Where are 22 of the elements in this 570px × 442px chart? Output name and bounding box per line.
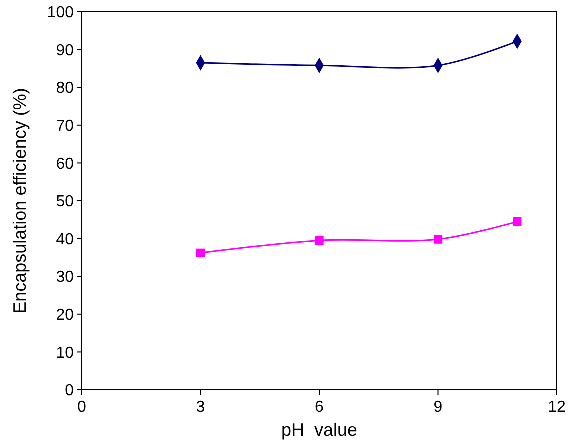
x-tick-label: 9 xyxy=(434,399,443,416)
point xyxy=(196,248,206,258)
y-tick-label: 50 xyxy=(56,194,74,211)
x-tick-label: 12 xyxy=(548,399,566,416)
y-tick-label: 100 xyxy=(47,4,74,22)
y-tick-label: 20 xyxy=(56,307,74,324)
point xyxy=(513,217,522,226)
y-tick-label: 10 xyxy=(56,344,74,362)
point xyxy=(434,235,443,244)
x-tick-label: 0 xyxy=(78,399,87,416)
y-tick-label: 70 xyxy=(56,118,74,135)
y-axis-title: Encapsulation efficiency (%) xyxy=(10,88,30,314)
y-tick-label: 40 xyxy=(56,231,74,248)
y-tick-label: 0 xyxy=(65,382,74,400)
x-tick-label: 3 xyxy=(196,399,206,416)
y-tick-label: 80 xyxy=(56,80,74,98)
x-axis-title: pH value xyxy=(281,420,358,440)
y-tick-label: 30 xyxy=(56,269,74,286)
y-tick-label: 60 xyxy=(56,156,74,173)
y-tick-label: 90 xyxy=(56,42,74,60)
x-tick-label: 6 xyxy=(315,399,324,416)
point xyxy=(315,236,324,246)
